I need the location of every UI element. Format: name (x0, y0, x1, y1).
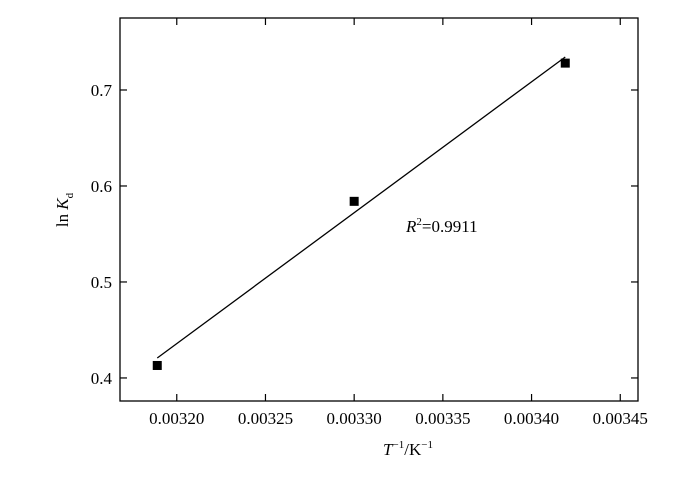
y-tick-label: 0.6 (91, 177, 112, 196)
annotation: R2=0.9911 (405, 216, 478, 236)
point (152, 360, 162, 370)
x-label-sup: −1 (393, 439, 405, 451)
fit-line (156, 56, 566, 359)
point (349, 196, 359, 206)
x-tick-label: 0.00335 (415, 409, 470, 428)
y-label-sub: d (64, 192, 76, 198)
y-tick-label: 0.7 (91, 81, 113, 100)
x-label-sup2: −1 (421, 439, 433, 451)
annotation-sup: 2 (416, 216, 422, 228)
annotation-symbol: R (405, 217, 417, 236)
plot-frame (119, 17, 639, 402)
x-tick-label: 0.00325 (238, 409, 293, 428)
x-label-symbol: T (383, 440, 394, 459)
x-tick-label: 0.00320 (149, 409, 204, 428)
point (560, 58, 570, 68)
y-tick-label: 0.5 (91, 273, 112, 292)
y-label-ln: ln (53, 210, 72, 227)
x-label-unit: /K (404, 440, 422, 459)
x-tick-label: 0.00345 (593, 409, 648, 428)
x-tick-label: 0.00330 (327, 409, 382, 428)
x-axis-label: T−1/K−1 (383, 439, 433, 459)
annotation-value: =0.9911 (422, 217, 478, 236)
y-axis-label: ln Kd (53, 192, 76, 227)
x-tick-label: 0.00340 (504, 409, 559, 428)
y-tick-label: 0.4 (91, 369, 113, 388)
y-label-symbol: K (53, 197, 72, 211)
